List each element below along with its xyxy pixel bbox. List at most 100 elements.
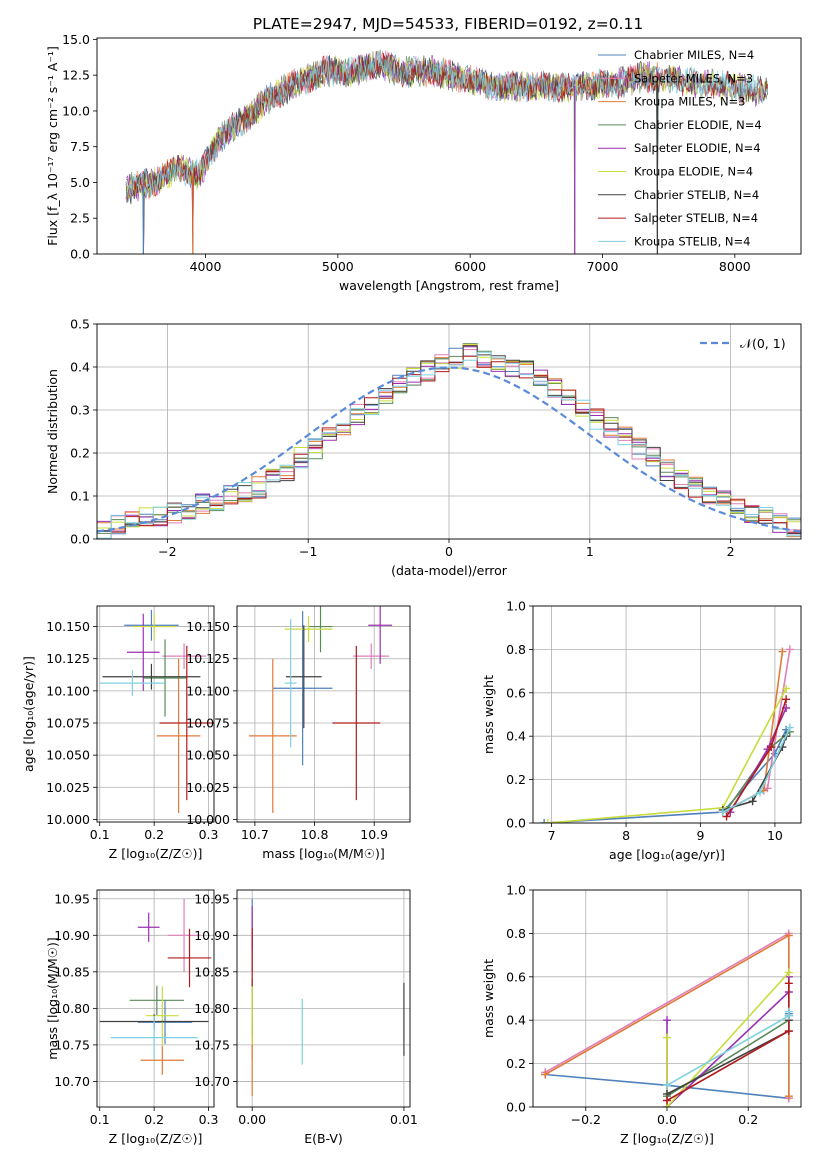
- chart-mass-weight-vs-age: 7 8 9 10 0.0 0.2 0.4 0.6 0.8 1.0 age [log₁₀(age/yr…: [481, 599, 802, 862]
- y-axis-label: mass weight: [481, 959, 496, 1038]
- y-tick-label: 10.025: [186, 780, 230, 795]
- axes-frame: [96, 37, 802, 255]
- y-tick-label: 10.150: [186, 619, 230, 634]
- x-axis-label: Z [log₁₀(Z/Z☉)]: [109, 1131, 203, 1146]
- x-tick-label: 8000: [719, 259, 751, 274]
- y-tick-label: 10.80: [194, 1001, 230, 1016]
- y-tick-label: 0.2: [506, 1056, 526, 1071]
- y-tick-label: 1.0: [506, 599, 526, 614]
- x-tick-label: 10: [767, 828, 783, 843]
- x-tick-label: 0.01: [390, 1112, 418, 1127]
- mass-weight-marker: [785, 645, 794, 654]
- y-tick-label: 10.95: [54, 891, 90, 906]
- y-tick-label: 10.70: [54, 1074, 90, 1089]
- x-tick-label: 0: [445, 544, 453, 559]
- y-tick-label: 10.050: [46, 748, 90, 763]
- chart-mass-vs-metallicity: 0.1 0.2 0.3 10.70 10.75 10.80 10.85 10.90 10.95 Z…: [45, 889, 219, 1146]
- legend-entry: Salpeter STELIB, N=4: [634, 211, 758, 225]
- mass-weight-marker: [782, 695, 791, 704]
- x-tick-label: 9: [697, 828, 705, 843]
- mass-weight-marker: [663, 1081, 671, 1090]
- mass-weight-marker: [767, 743, 776, 752]
- plot-area: [125, 49, 769, 254]
- x-tick-label: 8: [622, 828, 630, 843]
- y-tick-label: 10.70: [194, 1074, 230, 1089]
- x-tick-label: 10.9: [360, 827, 388, 842]
- chart-age-vs-mass: 10.7 10.8 10.9 10.000 10.025 10.050 10.075 10.1…: [186, 605, 411, 861]
- y-axis-label: Normed distribution: [45, 369, 60, 494]
- mass-weight-series-7: [722, 735, 787, 811]
- y-tick-label: 10.025: [46, 780, 90, 795]
- x-tick-label: 0.0: [657, 1112, 677, 1127]
- y-tick-label: 10.150: [46, 619, 90, 634]
- y-tick-label: 10.95: [194, 891, 230, 906]
- spectrum-legend: Chabrier MILES, N=4 Salpeter MILES, N=3 Kr…: [598, 48, 762, 248]
- x-tick-label: 1: [586, 544, 594, 559]
- y-tick-label: 10.75: [54, 1037, 90, 1052]
- x-tick-label: 10.8: [301, 827, 329, 842]
- plot-area: [251, 898, 405, 1097]
- y-tick-label: 10.85: [194, 964, 230, 979]
- x-axis-label: E(B-V): [304, 1131, 343, 1146]
- axes-frame: [96, 889, 215, 1108]
- normal-curve: [97, 366, 801, 533]
- x-tick-label: −0.2: [571, 1112, 601, 1127]
- legend-entry: Kroupa MILES, N=3: [634, 95, 746, 109]
- plot-area: [99, 609, 214, 813]
- y-tick-label: 10.050: [186, 748, 230, 763]
- y-tick-label: 5.0: [70, 175, 90, 190]
- mass-weight-series-8: [666, 983, 790, 1102]
- x-tick-label: 6000: [454, 259, 486, 274]
- axes-frame: [236, 889, 411, 1108]
- mass-weight-marker: [541, 1070, 550, 1079]
- y-tick-label: 0.0: [70, 532, 90, 547]
- plot-area: [248, 606, 393, 813]
- x-axis-label: (data-model)/error: [391, 563, 508, 578]
- mass-weight-marker: [785, 723, 794, 732]
- plot-area: [97, 343, 801, 539]
- y-tick-label: 10.125: [186, 651, 230, 666]
- x-axis-label: Z [log₁₀(Z/Z☉)]: [109, 846, 203, 861]
- mass-weight-marker: [540, 819, 549, 823]
- y-tick-label: 0.5: [70, 317, 90, 332]
- y-tick-label: 7.5: [70, 139, 90, 154]
- y-tick-label: 2.5: [70, 211, 90, 226]
- y-axis-label: mass [log₁₀(M/M☉)]: [45, 937, 60, 1059]
- histogram-series-4: [97, 343, 801, 534]
- y-tick-label: 12.5: [62, 68, 90, 83]
- legend-entry: Chabrier ELODIE, N=4: [634, 118, 762, 132]
- mass-weight-marker: [543, 819, 552, 823]
- mass-weight-marker: [784, 968, 793, 977]
- x-tick-label: 0.1: [90, 1112, 110, 1127]
- y-tick-label: 10.125: [46, 651, 90, 666]
- y-tick-label: 10.075: [46, 716, 90, 731]
- y-tick-label: 10.100: [46, 683, 90, 698]
- mass-weight-marker: [748, 797, 757, 806]
- mass-weight-series-6: [547, 688, 787, 823]
- x-axis-label: mass [log₁₀(M/M☉)]: [262, 846, 384, 861]
- x-tick-label: 10.7: [241, 827, 269, 842]
- x-tick-label: 0.2: [144, 1112, 164, 1127]
- x-tick-label: 7000: [587, 259, 619, 274]
- y-tick-label: 0.2: [70, 446, 90, 461]
- figure-title: PLATE=2947, MJD=54533, FIBERID=0192, z=0…: [253, 15, 643, 33]
- spectrum-series-9: [125, 52, 769, 254]
- y-tick-label: 10.90: [54, 928, 90, 943]
- y-tick-label: 0.0: [70, 247, 90, 262]
- chart-spectrum: 4000 5000 6000 7000 8000 0.0 2.5 5.0 7.5 10.0 12.5…: [45, 32, 802, 293]
- legend-entry: Kroupa STELIB, N=4: [634, 234, 751, 248]
- mass-weight-marker: [663, 1033, 671, 1042]
- y-tick-label: 10.075: [186, 716, 230, 731]
- mass-weight-marker: [778, 647, 787, 656]
- histogram-series-9: [97, 351, 801, 539]
- x-axis-label: wavelength [Angstrom, rest frame]: [339, 278, 559, 293]
- y-tick-label: 0.1: [70, 489, 90, 504]
- axes-frame: [532, 889, 802, 1108]
- y-tick-label: 10.000: [46, 812, 90, 827]
- x-axis-label: Z [log₁₀(Z/Z☉)]: [620, 1131, 714, 1146]
- chart-mass-weight-vs-metallicity: −0.2 0.0 0.2 0.0 0.2 0.4 0.6 0.8 1.0 Z [log₁₀(Z/Z…: [481, 883, 802, 1146]
- y-tick-label: 0.4: [506, 1013, 526, 1028]
- x-tick-label: 0.3: [199, 1112, 219, 1127]
- y-tick-label: 0.0: [506, 1100, 526, 1115]
